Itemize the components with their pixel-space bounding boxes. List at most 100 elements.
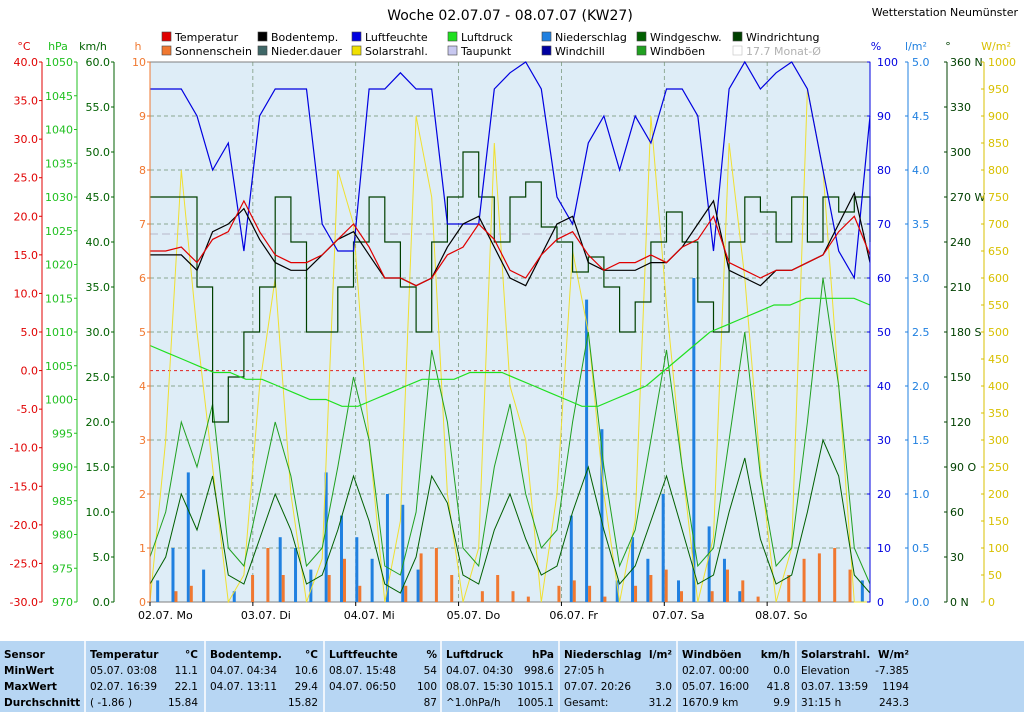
rain-axis-tick: 2.5 bbox=[912, 326, 930, 339]
pressure-line bbox=[149, 297, 871, 407]
humidity-axis-tick: 30 bbox=[877, 434, 891, 447]
legend-swatch bbox=[541, 31, 552, 42]
direction-axis-tick: 330 bbox=[950, 101, 971, 114]
solar-axis-tick: 0 bbox=[988, 596, 995, 609]
solar-axis-tick: 800 bbox=[988, 164, 1009, 177]
rain-bar bbox=[278, 537, 282, 602]
pressure-axis-tick: 1030 bbox=[45, 191, 73, 204]
temp-axis-tick: 10.0 bbox=[14, 287, 39, 300]
pressure-axis-tick: 1045 bbox=[45, 90, 73, 103]
rain-axis-tick: 2.0 bbox=[912, 380, 930, 393]
stats-avg: Gesamt: 31.2 bbox=[564, 695, 672, 711]
pressure-axis-tick: 995 bbox=[52, 427, 73, 440]
sunshine-bar bbox=[710, 591, 714, 602]
stats-header: Solarstrahl. W/m² bbox=[801, 647, 909, 663]
legend-swatch bbox=[257, 31, 268, 42]
stats-header-value: km/h bbox=[760, 649, 790, 661]
stats-max-left: 07.07. 20:26 bbox=[564, 681, 631, 693]
sunshine-bar bbox=[741, 580, 745, 602]
temp-axis-tick: 30.0 bbox=[14, 133, 39, 146]
stats-avg-left: ^1.0hPa/h bbox=[446, 697, 501, 709]
wind-speed-line bbox=[149, 438, 871, 594]
stats-avg: ^1.0hPa/h 1005.1 bbox=[446, 695, 554, 711]
sunshine-bar bbox=[634, 585, 638, 602]
humidity-axis-tick: 80 bbox=[877, 164, 891, 177]
temp-axis-tick: -30.0 bbox=[10, 596, 38, 609]
stats-min: 27:05 h bbox=[564, 663, 672, 679]
stats-header-value: W/m² bbox=[878, 649, 909, 661]
stats-max-left: 04.07. 06:50 bbox=[329, 681, 396, 693]
legend-label: Sonnenschein bbox=[175, 45, 252, 58]
rain-bar bbox=[309, 569, 313, 602]
rain-axis-tick: 0.5 bbox=[912, 542, 930, 555]
stats-max-left: 03.07. 13:59 bbox=[801, 681, 868, 693]
hours-axis-tick: 10 bbox=[132, 56, 146, 69]
wind-axis-tick: 50.0 bbox=[86, 146, 111, 159]
sunshine-bar bbox=[664, 569, 668, 602]
sunshine-bar bbox=[342, 558, 346, 602]
wind-unit-label: km/h bbox=[79, 40, 107, 53]
stats-header-value: °C bbox=[305, 649, 318, 661]
rain-bar bbox=[722, 558, 726, 602]
legend-swatch bbox=[447, 45, 458, 56]
weather-chart: 40.035.030.025.020.015.010.05.00.0-5.0-1… bbox=[9, 6, 1019, 622]
stats-avg: 1670.9 km 9.9 bbox=[682, 695, 790, 711]
stats-max-left: 02.07. 16:39 bbox=[90, 681, 157, 693]
direction-axis-tick: 60 bbox=[950, 506, 964, 519]
stats-max-left: 04.07. 13:11 bbox=[210, 681, 277, 693]
stats-max-left: 08.07. 15:30 bbox=[446, 681, 513, 693]
sunshine-bar bbox=[848, 569, 852, 602]
direction-axis-tick: 180 S bbox=[950, 326, 981, 339]
solar-axis-tick: 500 bbox=[988, 326, 1009, 339]
wind-axis-tick: 40.0 bbox=[86, 236, 111, 249]
stats-column: Niederschlag l/m² 27:05 h 07.07. 20:26 3.0 Ge… bbox=[560, 643, 676, 712]
stats-max-value: 41.8 bbox=[766, 681, 790, 693]
solar-axis-tick: 200 bbox=[988, 488, 1009, 501]
stats-min-left: 27:05 h bbox=[564, 665, 605, 677]
rain-bar bbox=[569, 515, 573, 602]
sunshine-bar bbox=[511, 591, 515, 602]
sunshine-bar bbox=[358, 585, 362, 602]
direction-axis-tick: 360 N bbox=[950, 56, 983, 69]
stats-min-left: 05.07. 03:08 bbox=[90, 665, 157, 677]
stats-header-left: Windböen bbox=[682, 649, 742, 661]
temp-axis-tick: -15.0 bbox=[10, 480, 38, 493]
pressure-axis-tick: 1010 bbox=[45, 326, 73, 339]
stats-max-left: 05.07. 16:00 bbox=[682, 681, 749, 693]
stats-header: Temperatur °C bbox=[90, 647, 198, 663]
pressure-axis-tick: 1025 bbox=[45, 225, 73, 238]
humidity-unit-label: % bbox=[871, 40, 881, 53]
stats-header-value: % bbox=[426, 649, 437, 661]
stats-separator bbox=[204, 641, 206, 712]
wind-axis-tick: 0.0 bbox=[93, 596, 111, 609]
stats-column: Luftfeuchte% 08.07. 15:48 54 04.07. 06:50 10… bbox=[325, 643, 441, 712]
direction-axis-tick: 150 bbox=[950, 371, 971, 384]
stats-column: Temperatur °C 05.07. 03:08 11.1 02.07. 16:39… bbox=[86, 643, 202, 712]
rain-bar bbox=[707, 526, 711, 602]
stats-header-left: Solarstrahl. bbox=[801, 649, 871, 661]
legend-label: Windböen bbox=[650, 45, 705, 58]
pressure-axis-tick: 985 bbox=[52, 495, 73, 508]
rain-axis-tick: 4.0 bbox=[912, 164, 930, 177]
wind-axis-tick: 35.0 bbox=[86, 281, 111, 294]
wind-axis-tick: 10.0 bbox=[86, 506, 111, 519]
stats-min-left: 02.07. 00:00 bbox=[682, 665, 749, 677]
legend-label: Luftfeuchte bbox=[365, 31, 428, 44]
sunshine-bar bbox=[327, 575, 331, 602]
stats-max-value: 1194 bbox=[882, 681, 909, 693]
wind-direction-line bbox=[150, 151, 871, 423]
rain-bar bbox=[294, 548, 298, 602]
wind-gust-line bbox=[149, 277, 871, 585]
stats-min-left: 08.07. 15:48 bbox=[329, 665, 396, 677]
stats-header: Luftdruck hPa bbox=[446, 647, 554, 663]
temp-axis-tick: 5.0 bbox=[21, 326, 39, 339]
pressure-axis-tick: 1050 bbox=[45, 56, 73, 69]
stats-separator bbox=[440, 641, 442, 712]
rain-bar bbox=[615, 580, 619, 602]
sunshine-bar bbox=[189, 585, 193, 602]
stats-labels: Sensor MinWert MaxWert Durchschnitt bbox=[0, 643, 84, 712]
stats-min: 02.07. 00:00 0.0 bbox=[682, 663, 790, 679]
sunshine-bar bbox=[603, 596, 607, 602]
hours-axis-tick: 4 bbox=[139, 380, 146, 393]
direction-axis-tick: 120 bbox=[950, 416, 971, 429]
